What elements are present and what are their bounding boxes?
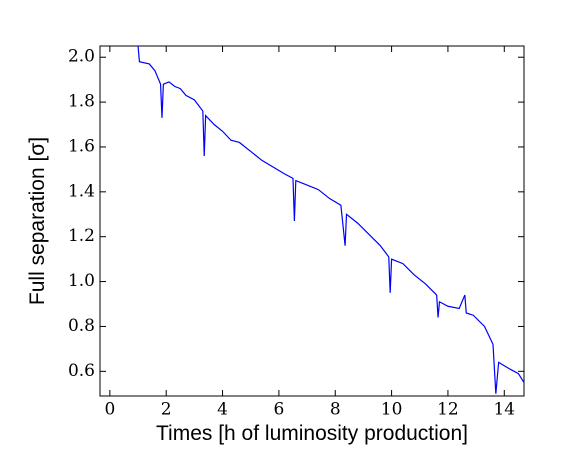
y-tick-label: 1.0: [68, 271, 95, 291]
plot-frame: [99, 45, 525, 397]
y-tick-label: 1.4: [68, 181, 95, 201]
x-tick-label: 12: [437, 400, 459, 420]
y-tick-label: 2.0: [68, 47, 95, 67]
data-line: [137, 45, 525, 394]
x-axis-label: Times [h of luminosity production]: [156, 422, 468, 445]
y-tick-label: 1.2: [68, 226, 95, 246]
y-tick-label: 1.8: [68, 92, 95, 112]
x-tick-label: 4: [217, 400, 228, 420]
y-tick-label: 0.6: [68, 361, 95, 381]
y-tick-label: 0.8: [68, 316, 95, 336]
x-tick-label: 8: [330, 400, 341, 420]
x-tick-label: 0: [104, 400, 115, 420]
x-tick-label: 10: [381, 400, 403, 420]
x-tick-label: 14: [493, 400, 515, 420]
y-tick-label: 1.6: [68, 136, 95, 156]
y-axis-label: Full separation [σ]: [26, 137, 49, 305]
x-tick-label: 2: [161, 400, 172, 420]
x-tick-label: 6: [273, 400, 284, 420]
